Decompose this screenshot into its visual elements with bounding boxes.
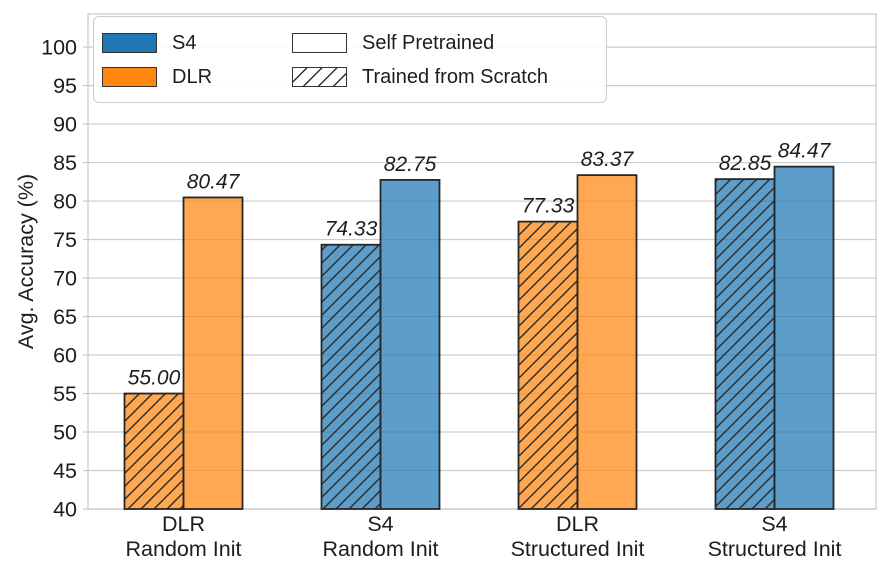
y-tick-label: 75 — [53, 228, 77, 252]
y-tick-label: 80 — [53, 190, 77, 214]
legend-label-self-pretrained: Self Pretrained — [362, 31, 495, 54]
legend-swatch-solid — [292, 32, 347, 53]
y-tick-label: 85 — [53, 151, 77, 175]
y-tick-label: 60 — [53, 344, 77, 368]
y-tick-label: 100 — [41, 36, 77, 60]
legend-label-trained-from-scratch: Trained from Scratch — [362, 65, 548, 88]
legend-item-dlr: DLR — [102, 65, 292, 88]
bar-value-label: 74.33 — [325, 218, 378, 241]
bar-fill — [577, 175, 637, 510]
y-tick-label: 50 — [53, 421, 77, 445]
y-tick-label: 65 — [53, 305, 77, 329]
legend-item-s4: S4 — [102, 31, 292, 54]
legend-item-trained-from-scratch: Trained from Scratch — [292, 65, 548, 88]
y-tick-label: 95 — [53, 74, 77, 98]
legend-label-dlr: DLR — [172, 65, 213, 88]
bar-hatch — [715, 179, 775, 510]
bar-fill — [774, 166, 834, 509]
y-tick-label: 70 — [53, 267, 77, 291]
bar-outline — [773, 165, 835, 510]
bar-outline — [182, 196, 244, 510]
plot-border — [87, 13, 877, 510]
bar-value-label: 82.85 — [719, 152, 772, 175]
legend-label-s4: S4 — [172, 31, 197, 54]
y-tick-label: 90 — [53, 113, 77, 137]
x-tick-label: S4 Structured Init — [708, 512, 842, 561]
legend: S4 DLR Self Pretrained Trained from Scra… — [93, 16, 607, 103]
x-tick-label: DLR Random Init — [126, 512, 242, 561]
legend-item-self-pretrained: Self Pretrained — [292, 31, 548, 54]
y-tick-label: 45 — [53, 459, 77, 483]
bar-value-label: 80.47 — [187, 170, 241, 193]
bar-value-label: 77.33 — [522, 195, 575, 218]
bar-hatch — [124, 393, 184, 509]
legend-swatch-hatched — [292, 66, 347, 87]
x-tick-label: DLR Structured Init — [511, 512, 645, 561]
x-tick-label: S4 Random Init — [323, 512, 439, 561]
bar-value-label: 55.00 — [128, 367, 181, 390]
bar-fill — [380, 179, 440, 509]
legend-swatch-s4-color — [102, 32, 157, 53]
bar-value-label: 83.37 — [581, 148, 635, 171]
bar-outline — [379, 178, 441, 510]
bar-outline — [576, 174, 638, 510]
bar-fill — [183, 197, 243, 509]
y-axis-label: Avg. Accuracy (%) — [14, 174, 38, 349]
bar-hatch — [518, 221, 578, 509]
legend-swatch-dlr-color — [102, 66, 157, 87]
legend-column-training: Self Pretrained Trained from Scratch — [292, 31, 548, 88]
bar-value-label: 84.47 — [778, 140, 832, 163]
y-tick-label: 55 — [53, 382, 77, 406]
bar-value-label: 82.75 — [384, 153, 437, 176]
bar-hatch — [321, 244, 381, 510]
y-tick-label: 40 — [53, 498, 77, 522]
legend-column-models: S4 DLR — [102, 31, 292, 88]
